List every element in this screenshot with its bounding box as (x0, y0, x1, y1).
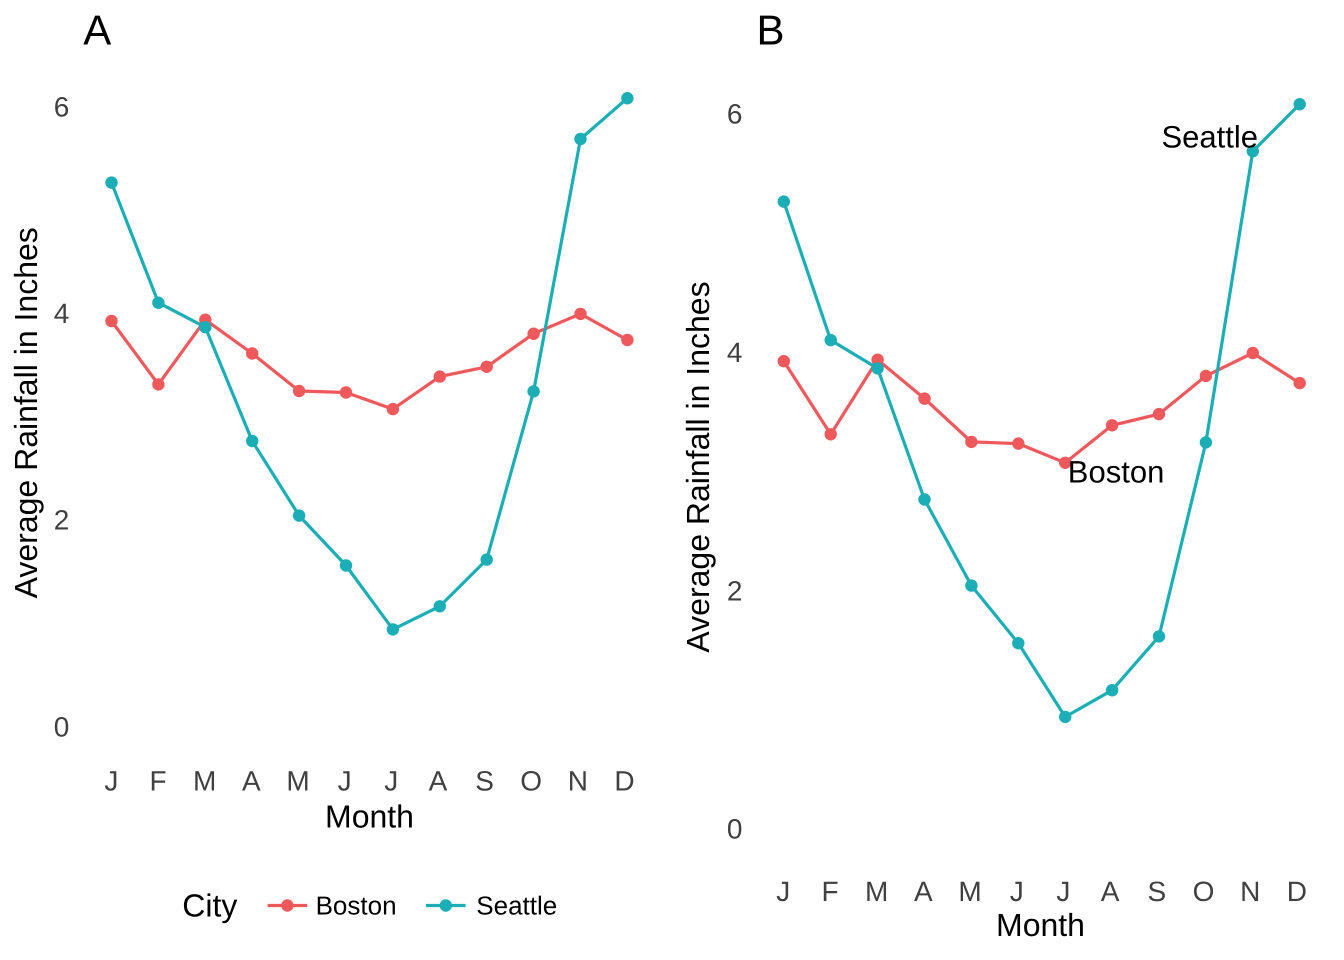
svg-text:J: J (1056, 876, 1070, 907)
svg-text:4: 4 (54, 298, 70, 329)
svg-text:A: A (83, 6, 111, 53)
svg-text:A: A (429, 766, 448, 797)
svg-text:J: J (776, 876, 790, 907)
svg-text:O: O (520, 766, 542, 797)
svg-text:6: 6 (727, 99, 743, 130)
svg-text:M: M (286, 766, 309, 797)
svg-text:N: N (1240, 876, 1260, 907)
svg-text:A: A (242, 766, 261, 797)
svg-text:Month: Month (996, 907, 1085, 943)
svg-text:S: S (475, 766, 494, 797)
svg-text:Average Rainfall in Inches: Average Rainfall in Inches (8, 227, 44, 598)
svg-text:Month: Month (325, 799, 414, 835)
svg-text:2: 2 (54, 505, 70, 536)
svg-text:Boston: Boston (1068, 454, 1165, 489)
svg-text:M: M (193, 766, 216, 797)
svg-text:O: O (1193, 876, 1215, 907)
svg-text:F: F (821, 876, 838, 907)
svg-text:A: A (1101, 876, 1120, 907)
svg-text:B: B (757, 7, 785, 54)
svg-text:J: J (1010, 876, 1024, 907)
svg-text:Boston: Boston (316, 891, 397, 921)
svg-text:M: M (958, 876, 981, 907)
svg-text:N: N (568, 766, 588, 797)
svg-text:2: 2 (727, 575, 743, 606)
svg-text:Seattle: Seattle (476, 891, 557, 921)
svg-text:M: M (865, 876, 888, 907)
svg-text:D: D (614, 766, 634, 797)
svg-text:Average Rainfall in Inches: Average Rainfall in Inches (680, 281, 716, 652)
svg-text:0: 0 (727, 814, 743, 845)
svg-text:A: A (914, 876, 933, 907)
svg-text:4: 4 (727, 337, 743, 368)
svg-text:D: D (1287, 876, 1307, 907)
svg-text:J: J (338, 766, 352, 797)
svg-text:S: S (1147, 876, 1166, 907)
svg-text:6: 6 (54, 91, 70, 122)
svg-text:0: 0 (54, 711, 70, 742)
svg-text:Seattle: Seattle (1162, 119, 1259, 154)
svg-text:J: J (384, 766, 398, 797)
svg-text:City: City (182, 887, 237, 923)
svg-text:J: J (104, 766, 118, 797)
svg-text:F: F (150, 766, 167, 797)
